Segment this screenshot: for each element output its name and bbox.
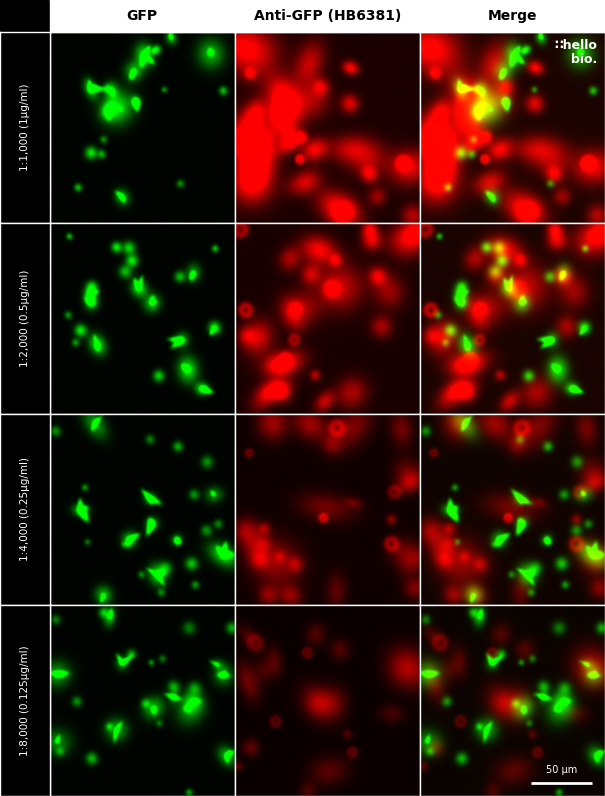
Text: 1:2,000 (0.5μg/ml): 1:2,000 (0.5μg/ml) (20, 270, 30, 367)
Text: 50 μm: 50 μm (546, 765, 577, 775)
Text: 1:1,000 (1μg/ml): 1:1,000 (1μg/ml) (20, 84, 30, 171)
Text: 1:4,000 (0.25μg/ml): 1:4,000 (0.25μg/ml) (20, 458, 30, 561)
Text: Merge: Merge (488, 9, 537, 23)
Text: GFP: GFP (126, 9, 158, 23)
Text: ∷hello
bio.: ∷hello bio. (555, 40, 598, 67)
Text: 1:8,000 (0.125μg/ml): 1:8,000 (0.125μg/ml) (20, 646, 30, 755)
Text: Anti-GFP (HB6381): Anti-GFP (HB6381) (253, 9, 401, 23)
